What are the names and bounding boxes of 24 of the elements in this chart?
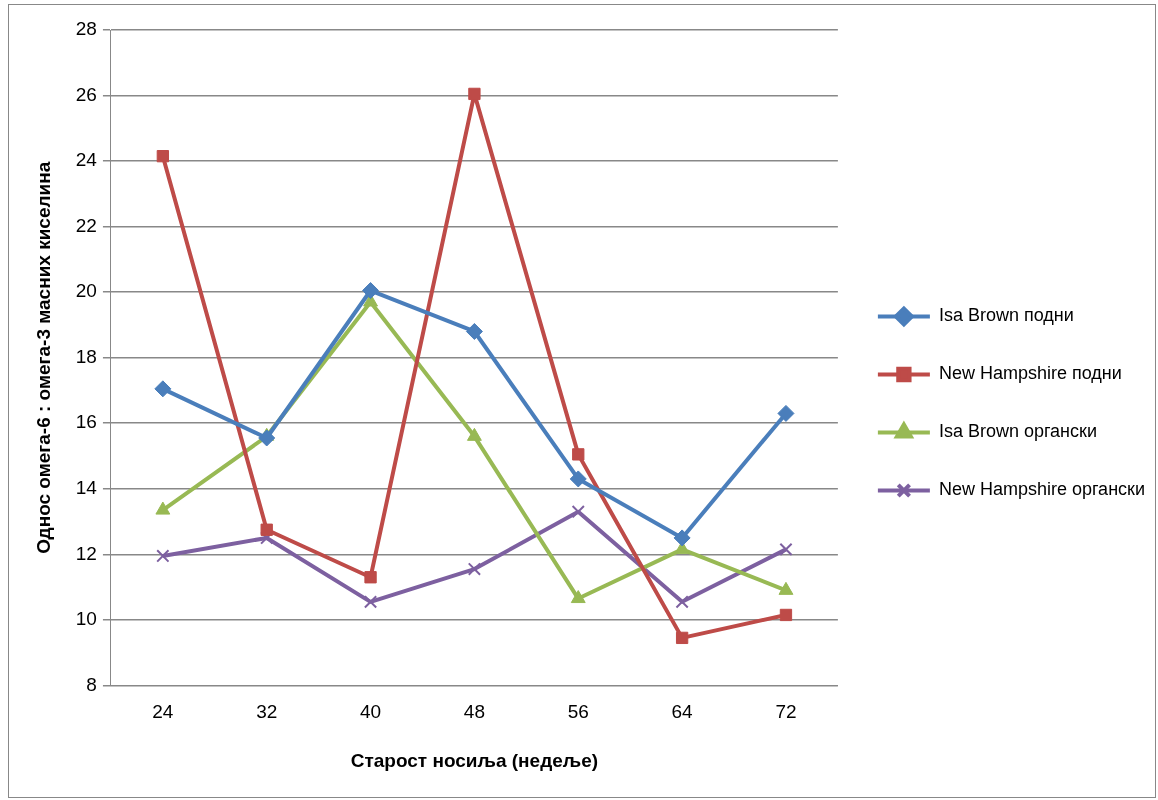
y-tick-label: 26 [75,83,97,105]
x-tick-label: 24 [152,701,174,723]
y-tick-label: 16 [75,411,97,433]
x-tick-label: 48 [463,701,485,723]
x-tick-label: 40 [359,701,382,723]
x-axis-title: Старост носиља (недеље) [350,749,599,771]
y-tick-label: 28 [75,18,97,40]
x-tick-label: 64 [671,701,694,723]
x-tick-label: 32 [256,701,278,723]
y-tick-label: 12 [75,542,97,564]
y-tick-label: 24 [75,149,98,171]
legend-label: New Hampshire органски [938,479,1146,500]
y-tick-label: 22 [75,214,97,236]
y-tick-label: 20 [75,280,97,302]
x-tick-label: 56 [567,701,589,723]
y-tick-label: 8 [86,673,97,695]
x-tick-label: 72 [775,701,797,723]
legend-label: New Hampshire подни [938,363,1122,384]
y-axis-title: Однос омега-6 : омега-3 масних киселина [32,161,54,554]
y-tick-label: 10 [75,608,97,630]
legend-label: Isa Brown органски [938,421,1097,442]
y-tick-label: 18 [75,345,97,367]
legend-label: Isa Brown подни [938,305,1074,326]
y-tick-label: 14 [75,477,98,499]
